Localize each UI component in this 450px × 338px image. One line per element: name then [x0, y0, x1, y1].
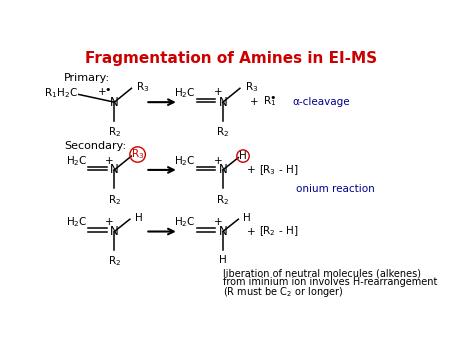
Text: α-cleavage: α-cleavage: [292, 97, 350, 107]
Text: R$_1$H$_2$C: R$_1$H$_2$C: [44, 86, 78, 100]
Text: •: •: [104, 85, 111, 95]
Text: Fragmentation of Amines in EI-MS: Fragmentation of Amines in EI-MS: [85, 51, 377, 66]
Text: R$_2$: R$_2$: [108, 193, 121, 207]
Text: N: N: [219, 163, 227, 176]
Text: •: •: [269, 93, 276, 103]
Text: +: +: [105, 156, 114, 166]
Text: +: +: [250, 97, 258, 107]
Text: H$_2$C: H$_2$C: [174, 154, 196, 168]
Text: R$_2$: R$_2$: [216, 193, 230, 207]
Text: Secondary:: Secondary:: [64, 141, 126, 151]
Text: +: +: [247, 165, 256, 175]
Text: +: +: [214, 217, 223, 227]
Text: H$_2$C: H$_2$C: [174, 86, 196, 100]
Text: R$_2$: R$_2$: [216, 125, 230, 139]
Text: [R$_2$ - H]: [R$_2$ - H]: [259, 225, 299, 238]
Text: R$_2$: R$_2$: [108, 125, 121, 139]
Text: R$_3$: R$_3$: [245, 80, 258, 94]
Text: R$_2$: R$_2$: [108, 255, 121, 268]
Text: onium reaction: onium reaction: [297, 184, 375, 194]
Text: +: +: [214, 156, 223, 166]
Text: R$_3$: R$_3$: [136, 80, 149, 94]
Text: Primary:: Primary:: [64, 73, 110, 83]
Text: [R$_3$ - H]: [R$_3$ - H]: [259, 163, 299, 177]
Text: +: +: [247, 226, 256, 237]
Text: H: H: [243, 213, 251, 223]
Text: H: H: [239, 151, 247, 161]
Text: R$_1$: R$_1$: [263, 95, 276, 108]
Text: +: +: [99, 87, 107, 97]
Text: H$_2$C: H$_2$C: [66, 215, 87, 229]
Text: N: N: [110, 163, 119, 176]
Text: N: N: [219, 225, 227, 238]
Text: N: N: [110, 96, 119, 108]
Text: (R must be C$_2$ or longer): (R must be C$_2$ or longer): [223, 285, 343, 299]
Text: liberation of neutral molecules (alkenes): liberation of neutral molecules (alkenes…: [223, 268, 421, 279]
Text: R$_3$: R$_3$: [131, 148, 144, 162]
Text: from iminium ion involves H-rearrangement: from iminium ion involves H-rearrangemen…: [223, 277, 437, 287]
Text: +: +: [105, 217, 114, 227]
Text: N: N: [110, 225, 119, 238]
Text: H$_2$C: H$_2$C: [174, 215, 196, 229]
Text: +: +: [214, 87, 223, 97]
Text: N: N: [219, 96, 227, 108]
Text: H: H: [135, 213, 142, 223]
Text: H: H: [219, 255, 227, 265]
Text: H$_2$C: H$_2$C: [66, 154, 87, 168]
